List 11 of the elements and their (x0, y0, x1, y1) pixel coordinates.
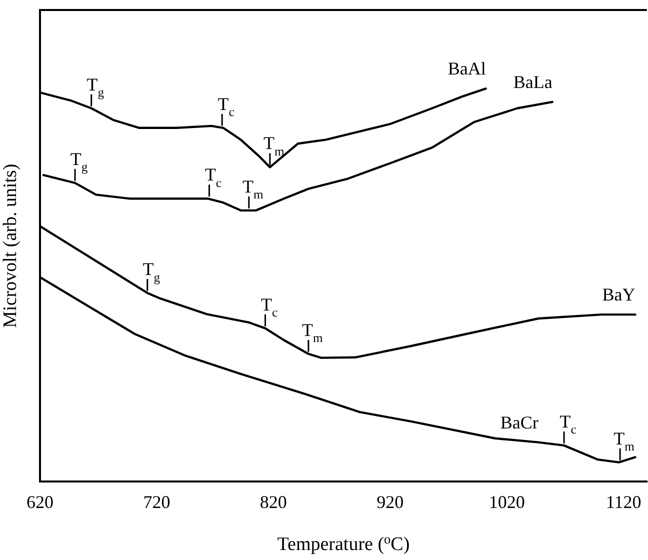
y-axis-title: Microvolt (arb. units) (0, 164, 21, 328)
series-label: BaAl (448, 58, 486, 79)
x-tick-label: 720 (143, 492, 170, 512)
x-tick-label: 920 (376, 492, 404, 512)
x-tick-label: 820 (260, 492, 287, 512)
series-label: BaLa (513, 72, 552, 92)
series-label: BaY (602, 284, 636, 305)
x-tick-label: 1120 (606, 492, 642, 512)
x-tick-label: 1020 (488, 492, 525, 512)
series-label: BaCr (500, 412, 538, 432)
x-tick-label: 620 (26, 492, 54, 512)
